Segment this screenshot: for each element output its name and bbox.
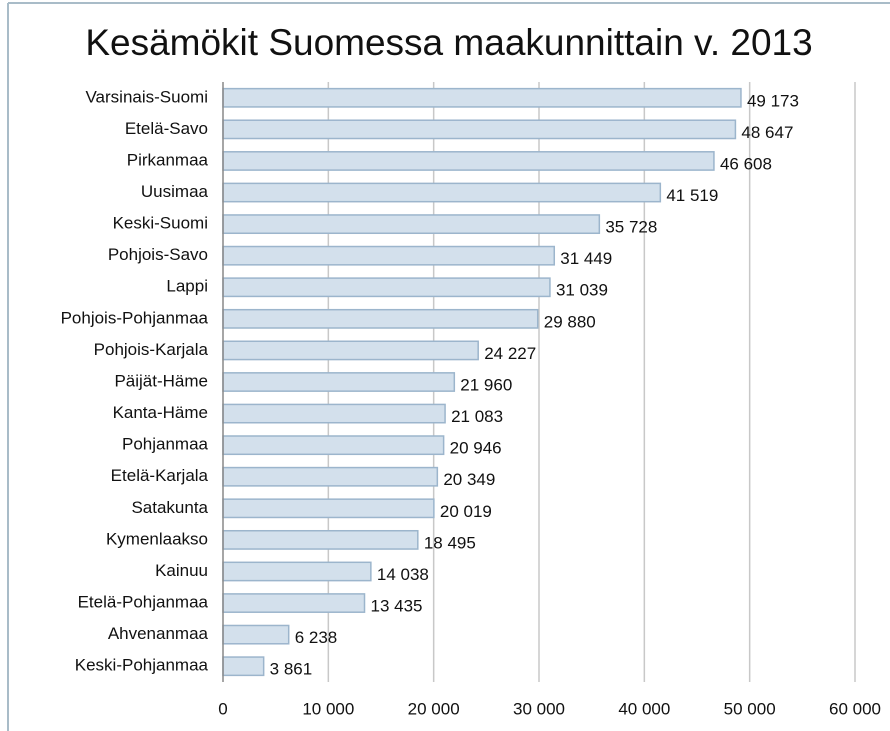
bar	[222, 561, 372, 582]
bar	[222, 624, 290, 645]
bar	[222, 435, 445, 456]
value-label: 31 039	[556, 281, 608, 300]
value-label: 20 946	[450, 439, 502, 458]
bar	[222, 498, 435, 519]
bar	[222, 214, 601, 235]
value-label: 46 608	[720, 154, 772, 173]
value-label: 3 861	[270, 660, 313, 679]
value-label: 48 647	[741, 123, 793, 142]
bar	[222, 277, 551, 298]
y-tick-label: Kainuu	[155, 561, 208, 580]
x-tick-label: 20 000	[408, 699, 460, 718]
value-label: 35 728	[605, 218, 657, 237]
y-tick-label: Etelä-Savo	[125, 119, 208, 138]
y-tick-label: Ahvenanmaa	[108, 624, 209, 643]
x-tick-label: 30 000	[513, 699, 565, 718]
y-tick-label: Kymenlaakso	[106, 529, 208, 548]
x-tick-label: 40 000	[618, 699, 670, 718]
value-label: 21 083	[451, 407, 503, 426]
value-label: 29 880	[544, 312, 596, 331]
y-tick-label: Kanta-Häme	[113, 403, 208, 422]
y-tick-label: Keski-Suomi	[113, 214, 208, 233]
bar	[222, 87, 742, 108]
y-tick-label: Uusimaa	[141, 182, 209, 201]
value-label: 31 449	[560, 249, 612, 268]
value-label: 13 435	[371, 597, 423, 616]
bar	[222, 340, 479, 361]
y-tick-label: Pohjanmaa	[122, 435, 209, 454]
bar	[222, 308, 539, 329]
bar	[222, 372, 456, 392]
y-tick-label: Satakunta	[131, 498, 208, 517]
value-label: 24 227	[484, 344, 536, 363]
x-tick-label: 10 000	[302, 699, 354, 718]
bar	[222, 403, 446, 424]
value-label: 41 519	[666, 186, 718, 205]
value-label: 14 038	[377, 565, 429, 584]
bar	[222, 529, 419, 550]
y-tick-label: Etelä-Karjala	[111, 466, 209, 485]
bar	[222, 182, 662, 203]
value-label: 20 019	[440, 502, 492, 521]
y-tick-label: Päijät-Häme	[114, 371, 208, 390]
y-tick-label: Keski-Pohjanmaa	[75, 656, 209, 675]
x-tick-label: 50 000	[724, 699, 776, 718]
bar	[222, 119, 737, 140]
bar	[222, 466, 439, 487]
y-tick-label: Pohjois-Savo	[108, 245, 208, 264]
bar	[222, 656, 265, 677]
chart-title: Kesämökit Suomessa maakunnittain v. 2013	[85, 22, 812, 63]
y-tick-label: Etelä-Pohjanmaa	[78, 593, 209, 612]
y-tick-label: Pohjois-Pohjanmaa	[61, 308, 209, 327]
y-tick-label: Varsinais-Suomi	[85, 87, 208, 106]
y-tick-label: Pohjois-Karjala	[94, 340, 209, 359]
bar	[222, 151, 715, 171]
bar	[222, 593, 366, 613]
bar	[222, 245, 556, 266]
value-label: 20 349	[443, 470, 495, 489]
value-label: 21 960	[460, 375, 512, 394]
y-tick-label: Pirkanmaa	[127, 150, 209, 169]
y-tick-label: Lappi	[166, 277, 208, 296]
x-tick-label: 60 000	[829, 699, 881, 718]
value-label: 6 238	[295, 628, 338, 647]
x-tick-label: 0	[218, 699, 227, 718]
value-label: 49 173	[747, 91, 799, 110]
value-label: 18 495	[424, 533, 476, 552]
